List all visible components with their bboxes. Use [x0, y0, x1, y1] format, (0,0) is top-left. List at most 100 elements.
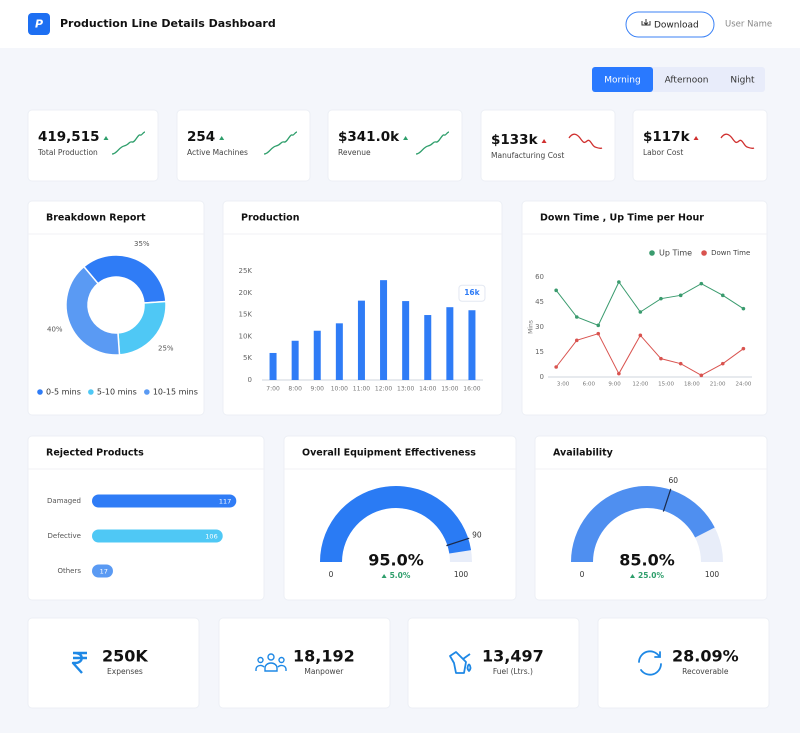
kpi-value: $133k	[491, 132, 539, 148]
gauge-value-label: 85.0%	[619, 551, 675, 570]
series-point	[617, 280, 621, 284]
sparkline	[263, 131, 298, 155]
summary-card	[407, 617, 580, 709]
series-point	[596, 323, 601, 328]
y-tick-label: 20K	[239, 289, 253, 297]
donut-segment	[82, 254, 167, 304]
x-tick-label: 13:00	[397, 386, 414, 393]
series-point	[554, 288, 558, 293]
summary-card	[597, 617, 770, 709]
donut-label: 40%	[47, 326, 63, 334]
gauge-max: 100	[705, 570, 720, 579]
gauge-value-label: 95.0%	[368, 551, 424, 570]
kpi-card	[176, 109, 311, 182]
series-point	[638, 310, 643, 314]
x-tick-label: 12:00	[632, 382, 648, 388]
bar	[357, 300, 365, 380]
x-tick-label: 6:00	[583, 382, 596, 388]
bar-value-label: 117	[219, 498, 231, 506]
legend-dot	[649, 250, 655, 256]
shift-option[interactable]: Morning	[604, 76, 640, 86]
x-tick-label: 24:00	[735, 382, 751, 388]
x-tick-label: 16:00	[463, 386, 480, 393]
sparkline	[111, 131, 146, 155]
category-label: Defective	[48, 532, 81, 540]
change-arrow	[381, 574, 387, 578]
series-point	[699, 281, 704, 286]
bar	[402, 301, 410, 380]
bar	[92, 564, 113, 578]
chart-title: Production	[241, 213, 300, 224]
y-tick-label: 60	[535, 273, 544, 281]
chart-title: Overall Equipment Effectiveness	[302, 448, 476, 459]
chart-title: Availability	[553, 448, 614, 459]
summary-label: Manpower	[304, 667, 344, 676]
x-tick-label: 10:00	[331, 386, 348, 393]
y-tick-label: 25K	[239, 267, 253, 275]
y-tick-label: 0	[540, 373, 544, 381]
x-tick-label: 8:00	[288, 386, 302, 393]
recover-icon	[638, 650, 662, 676]
trend-arrow	[403, 136, 409, 140]
y-tick-label: 15	[535, 348, 544, 356]
series-point	[554, 365, 558, 369]
gauge-marker-label: 90	[472, 531, 482, 540]
series-point	[659, 296, 663, 301]
summary-value: 13,497	[482, 647, 544, 666]
series-point	[678, 361, 683, 366]
series-point	[617, 371, 621, 376]
x-tick-label: 7:00	[266, 386, 280, 393]
gauge-value	[571, 486, 715, 562]
logo	[28, 13, 50, 35]
donut-label: 25%	[158, 344, 174, 352]
bar	[424, 315, 432, 380]
bar-value-label: 106	[205, 533, 217, 541]
chart-card	[27, 200, 205, 416]
x-tick-label: 21:00	[710, 382, 726, 388]
shift-option[interactable]: Night	[730, 76, 755, 86]
trend-arrow	[693, 136, 699, 140]
bar	[468, 310, 476, 380]
y-tick-label: 30	[535, 323, 544, 331]
series-point	[638, 333, 643, 338]
x-tick-label: 11:00	[353, 386, 370, 393]
x-tick-label: 18:00	[684, 382, 700, 388]
gauge-marker	[662, 488, 672, 512]
legend-dot	[701, 250, 707, 256]
series-point	[741, 346, 746, 351]
chart-title: Down Time , Up Time per Hour	[540, 213, 704, 224]
series-point	[741, 306, 746, 311]
shift-option[interactable]: Afternoon	[665, 76, 709, 86]
chart-title: Breakdown Report	[46, 213, 146, 224]
series-point	[720, 293, 725, 298]
series-line	[555, 281, 744, 326]
page-title: Production Line Details Dashboard	[60, 17, 276, 30]
gauge-min: 0	[580, 570, 585, 579]
chart-card	[27, 435, 265, 601]
summary-value: 250K	[102, 647, 148, 666]
gauge-change: 25.0%	[638, 571, 665, 580]
kpi-label: Manufacturing Cost	[491, 151, 564, 160]
rupee-icon	[71, 651, 87, 674]
y-tick-label: 5K	[243, 354, 252, 362]
kpi-card	[480, 109, 616, 182]
series-point	[574, 338, 579, 343]
gauge-value	[320, 486, 472, 562]
legend-dot	[88, 389, 94, 395]
series-point	[699, 373, 704, 378]
x-tick-label: 15:00	[441, 386, 458, 393]
legend-dot	[37, 389, 43, 395]
download-label[interactable]: Download	[654, 21, 699, 31]
download-button[interactable]	[625, 11, 715, 38]
summary-label: Fuel (Ltrs.)	[493, 667, 533, 676]
y-tick-label: 15K	[239, 311, 253, 319]
user-name[interactable]: User Name	[725, 20, 772, 30]
kpi-value: 254	[187, 129, 215, 145]
bar	[335, 323, 343, 380]
category-label: Others	[57, 567, 81, 575]
kpi-card	[327, 109, 463, 182]
legend-label: 0-5 mins	[46, 388, 81, 397]
download-icon	[641, 19, 651, 26]
x-tick-label: 14:00	[419, 386, 436, 393]
series-point	[720, 361, 725, 366]
